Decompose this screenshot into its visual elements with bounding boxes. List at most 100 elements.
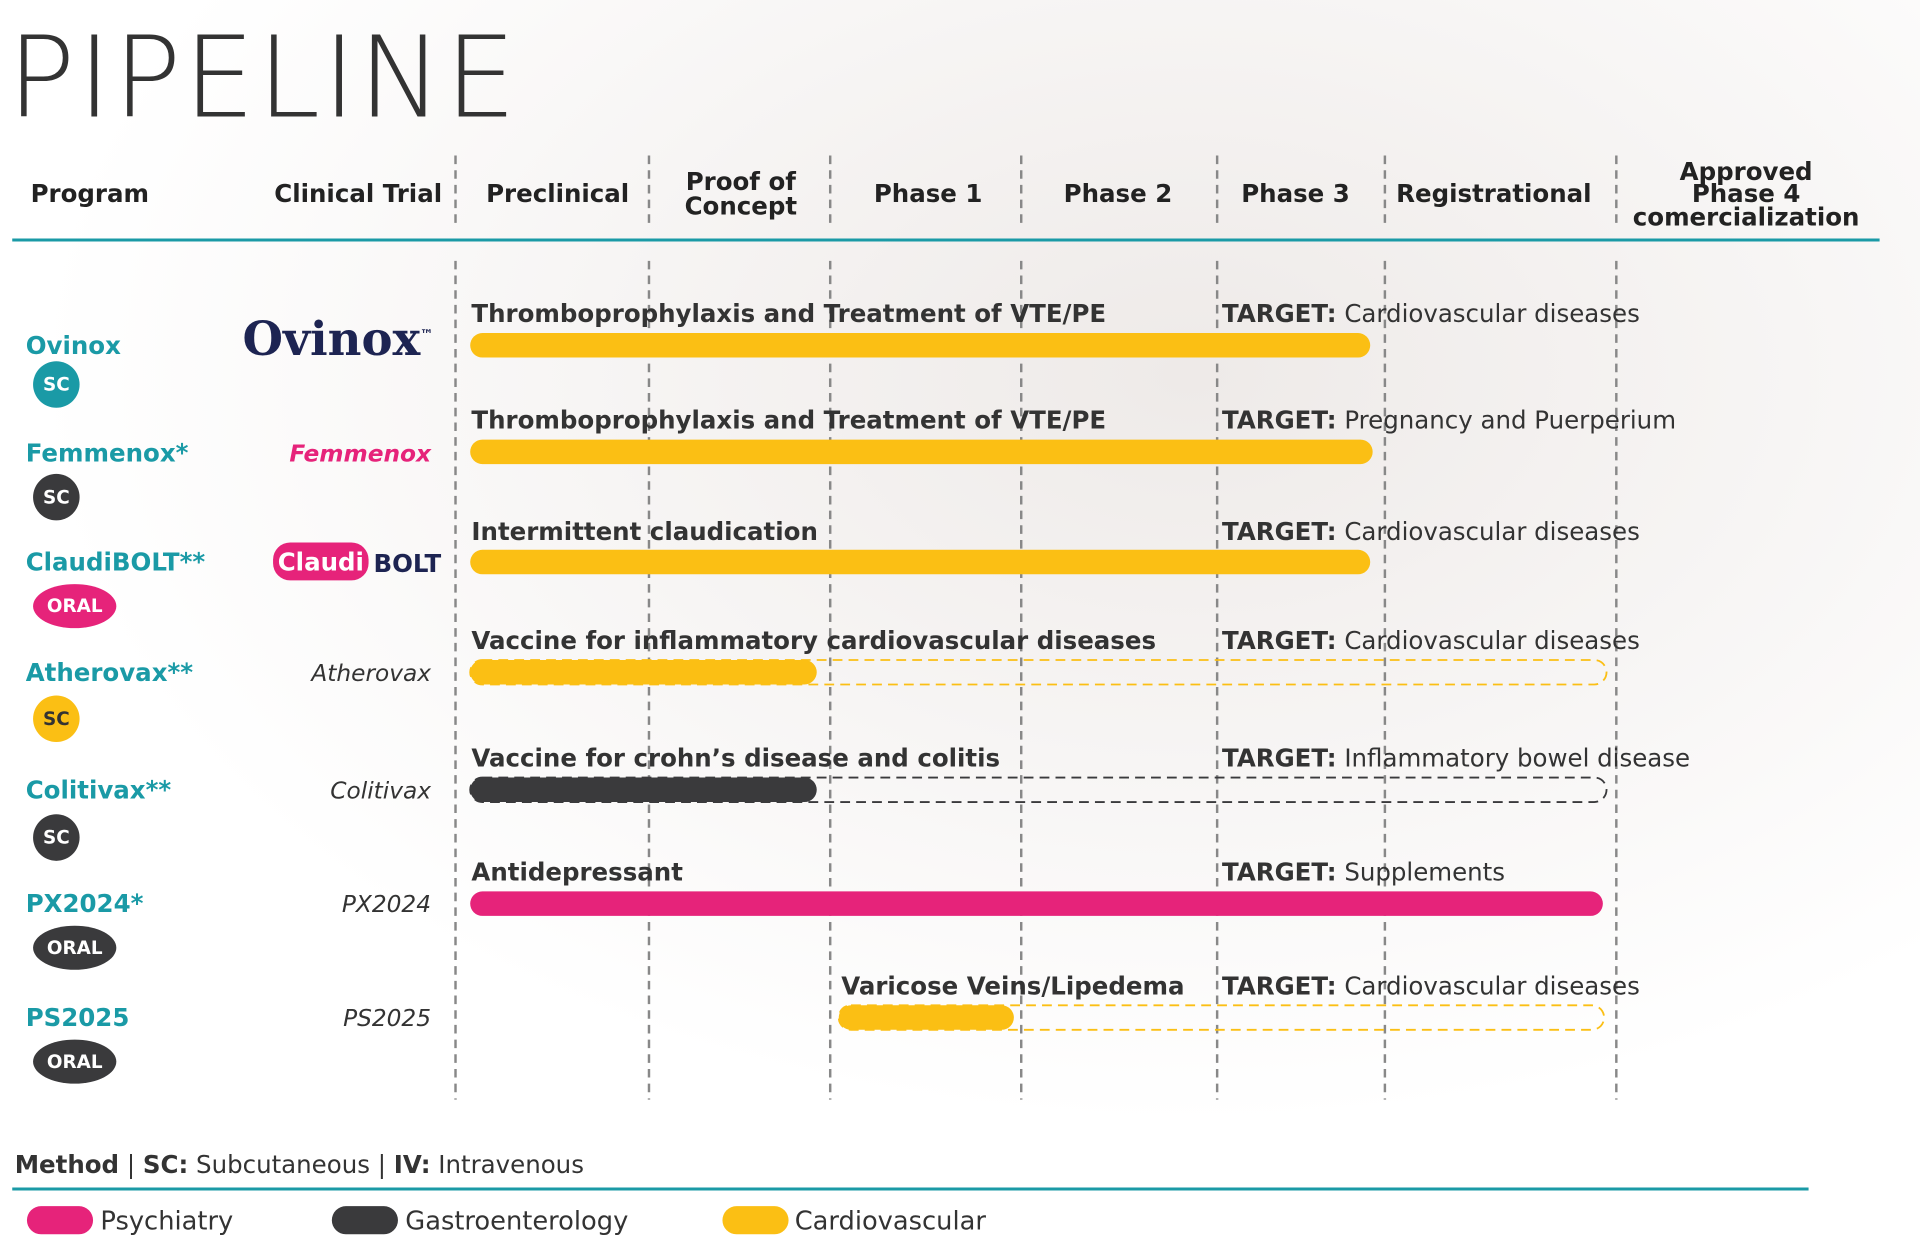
method-badge (33, 361, 80, 408)
title: PIPELINE (7, 11, 518, 143)
sep: | (378, 1150, 386, 1179)
indication: Thromboprophylaxis and Treatment of VTE/… (471, 299, 1106, 328)
method-badge (33, 584, 117, 629)
col-header: Phase 3 (1241, 179, 1350, 208)
trial-logo-mark: ™ (420, 328, 433, 343)
target: TARGET: Pregnancy and Puerperium (1222, 406, 1676, 435)
trial-logo: Ovinox (242, 311, 421, 366)
program-name: PX2024* (26, 889, 144, 918)
method-badge (33, 695, 80, 743)
program-name: Atherovax** (26, 658, 194, 687)
trial-name: Atherovax (309, 660, 431, 687)
col-header: Phase 1 (874, 179, 983, 208)
legend-swatch (331, 1206, 398, 1235)
trial-name: PX2024 (342, 891, 431, 918)
target: TARGET: Inflammatory bowel disease (1222, 744, 1690, 773)
program-name: PS2025 (26, 1003, 130, 1032)
bar-planned (837, 1004, 1605, 1031)
target: TARGET: Cardiovascular diseases (1222, 626, 1640, 655)
target: TARGET: Cardiovascular diseases (1222, 299, 1640, 328)
col-header: Proof of (686, 167, 797, 196)
trial-logo-box (273, 542, 369, 581)
legend-swatch (26, 1206, 94, 1235)
bar (470, 891, 1603, 916)
target-label: TARGET: (1222, 299, 1337, 328)
target-value: Cardiovascular diseases (1344, 626, 1640, 655)
trial-name: Colitivax (330, 777, 431, 804)
col-header: Registrational (1396, 179, 1591, 208)
program-name: Ovinox (26, 331, 121, 360)
target-label: TARGET: (1222, 406, 1337, 435)
target-value: Cardiovascular diseases (1344, 299, 1640, 328)
indication: Varicose Veins/Lipedema (841, 971, 1184, 1000)
indication: Vaccine for crohn’s disease and colitis (471, 744, 1000, 773)
col-header: Phase 2 (1064, 179, 1173, 208)
target-value: Cardiovascular diseases (1344, 971, 1640, 1000)
method-label: SC (43, 375, 70, 396)
legend-label: Gastroenterology (405, 1206, 628, 1236)
method-note: Method | SC: Subcutaneous | IV: Intraven… (15, 1150, 584, 1179)
col-header: Program (31, 179, 149, 208)
target-label: TARGET: (1222, 517, 1337, 546)
headers: Program Clinical Trial Preclinical Proof… (31, 157, 1860, 231)
col-header: Phase 4 (1692, 179, 1801, 208)
legend: Psychiatry Gastroenterology Cardiovascul… (26, 1206, 987, 1236)
program-name: ClaudiBOLT** (26, 548, 206, 577)
bar (838, 1005, 1014, 1030)
sep: | (127, 1150, 135, 1179)
method-label: SC (43, 828, 70, 849)
col-header: Clinical Trial (274, 179, 442, 208)
target-value: Cardiovascular diseases (1344, 517, 1640, 546)
bars (469, 333, 1608, 1031)
method-title: Method (15, 1150, 119, 1179)
method-label: ORAL (47, 1052, 103, 1073)
trial-logo: BOLT (373, 549, 441, 578)
program-name: Femmenox* (26, 439, 189, 468)
target-label: TARGET: (1222, 626, 1337, 655)
indication: Antidepressant (471, 857, 683, 886)
bar (470, 777, 817, 803)
bar (470, 549, 1371, 575)
method-badge (33, 814, 80, 861)
target-label: TARGET: (1222, 857, 1337, 886)
bar (470, 333, 1371, 358)
trial-name: PS2025 (343, 1005, 431, 1032)
target-value: Supplements (1344, 857, 1505, 886)
trial-logo: Femmenox (289, 441, 432, 468)
target: TARGET: Cardiovascular diseases (1222, 517, 1640, 546)
target-label: TARGET: (1222, 971, 1337, 1000)
indication: Intermittent claudication (471, 517, 817, 546)
legend-label: Cardiovascular (795, 1206, 987, 1236)
target: TARGET: Cardiovascular diseases (1222, 971, 1640, 1000)
target-label: TARGET: (1222, 744, 1337, 773)
iv-label: IV: (394, 1150, 431, 1179)
target: TARGET: Supplements (1222, 857, 1505, 886)
indication: Vaccine for inflammatory cardiovascular … (471, 626, 1156, 655)
iv: Intravenous (438, 1150, 584, 1179)
method-badge (33, 1039, 117, 1084)
method-label: ORAL (47, 938, 103, 959)
col-header: Concept (685, 191, 798, 220)
legend-label: Psychiatry (100, 1206, 233, 1236)
method-badge (33, 925, 117, 970)
method-label: ORAL (47, 596, 103, 617)
program-name: Colitivax** (26, 775, 172, 804)
trial-logo: Claudi (278, 548, 364, 577)
method-label: SC (43, 487, 70, 508)
sc: Subcutaneous (196, 1150, 370, 1179)
bar (470, 439, 1373, 465)
method-label: SC (43, 709, 70, 730)
rows: Ovinox SC Ovinox ™ Thromboprophylaxis an… (26, 299, 1690, 1084)
indication: Thromboprophylaxis and Treatment of VTE/… (471, 406, 1106, 435)
target-value: Pregnancy and Puerperium (1344, 406, 1676, 435)
col-header: comercialization (1633, 202, 1860, 231)
target-value: Inflammatory bowel disease (1344, 744, 1690, 773)
bar (470, 660, 817, 685)
method-badge (33, 473, 80, 521)
legend-swatch (722, 1206, 789, 1235)
col-header: Preclinical (486, 179, 629, 208)
col-header: Approved (1680, 157, 1813, 186)
